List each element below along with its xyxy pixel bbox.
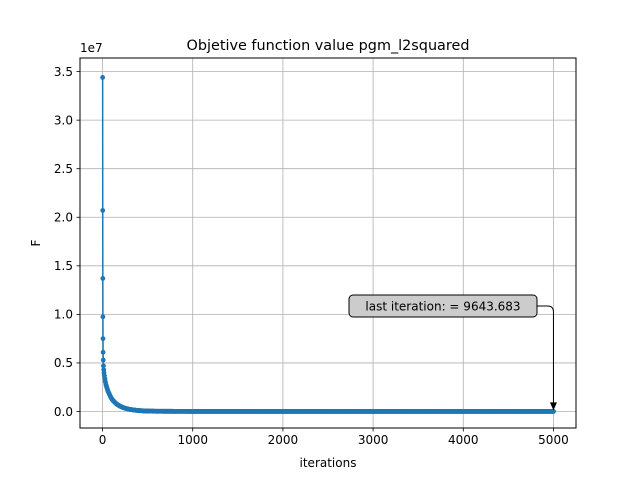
x-tick-label: 1000	[177, 433, 208, 447]
y-axis-label: F	[29, 239, 43, 246]
y-tick-label: 0.5	[54, 356, 73, 370]
x-tick-label: 5000	[538, 433, 569, 447]
data-point	[100, 314, 106, 320]
y-tick-label: 0.0	[54, 405, 73, 419]
last-iteration-annotation: last iteration: = 9643.683	[348, 294, 557, 411]
grid-lines	[80, 58, 576, 428]
x-tick-label: 2000	[268, 433, 299, 447]
y-offset-text: 1e7	[80, 41, 103, 55]
y-tick-label: 2.0	[54, 211, 73, 225]
x-tick-label: 3000	[358, 433, 389, 447]
data-point	[100, 349, 106, 355]
data-point	[101, 373, 107, 378]
x-axis-label: iterations	[300, 456, 357, 470]
data-point	[100, 276, 106, 281]
axes-frame	[79, 57, 577, 429]
data-series	[100, 75, 556, 414]
data-point	[100, 336, 106, 342]
annotation-arrow-head	[549, 402, 557, 411]
x-axis-ticks: 0 1000 2000 3000 4000 5000	[99, 428, 569, 447]
annotation-text: last iteration: = 9643.683	[365, 300, 520, 314]
annotation-arrow-line	[537, 305, 554, 405]
data-point	[551, 408, 556, 414]
x-tick-label: 0	[99, 433, 107, 447]
y-tick-label: 1.5	[54, 259, 73, 273]
y-tick-label: 3.5	[54, 65, 73, 79]
y-tick-label: 2.5	[54, 162, 73, 176]
data-point	[101, 363, 106, 369]
y-tick-label: 3.0	[54, 113, 73, 127]
data-point	[100, 208, 106, 213]
x-tick-label: 4000	[448, 433, 479, 447]
data-point	[100, 357, 106, 363]
data-point	[100, 75, 106, 80]
chart-title: Objetive function value pgm_l2squared	[187, 38, 470, 54]
y-axis-ticks: 0.0 0.5 1.0 1.5 2.0 2.5 3.0 3.5	[54, 65, 80, 419]
y-tick-label: 1.0	[54, 308, 73, 322]
